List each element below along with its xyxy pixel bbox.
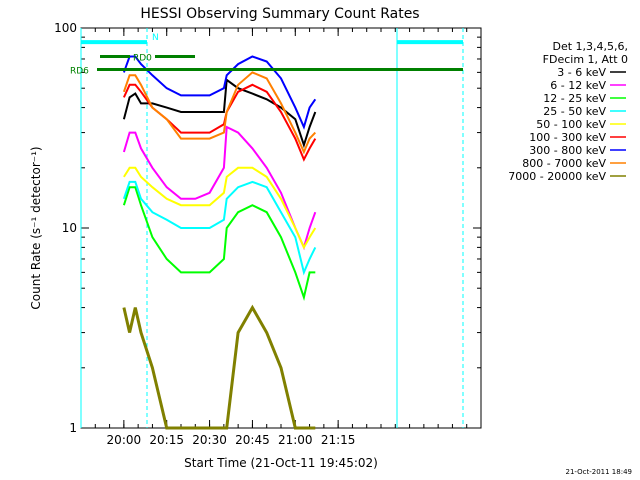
night-label: N	[152, 33, 159, 43]
series-line	[122, 186, 316, 302]
series-line	[122, 304, 316, 430]
x-tick-label: 20:15	[149, 433, 184, 447]
timestamp-label: 21-Oct-2011 18:49	[565, 468, 632, 476]
x-axis-label: Start Time (21-Oct-11 19:45:02)	[184, 456, 378, 470]
series-line	[122, 55, 317, 130]
legend-label: 800 - 7000 keV	[522, 157, 606, 170]
legend-header: Det 1,3,4,5,6,	[552, 40, 628, 53]
legend-label: 50 - 100 keV	[536, 118, 606, 131]
x-tick-label: 20:45	[235, 433, 270, 447]
x-tick-label: 21:15	[321, 433, 356, 447]
y-tick-label: 100	[54, 21, 77, 35]
x-tick-label: 21:00	[278, 433, 313, 447]
y-tick-label: 1	[69, 421, 77, 435]
rd0-label: RD0	[133, 54, 152, 64]
legend-label: 300 - 800 keV	[529, 144, 606, 157]
x-tick-label: 20:00	[107, 433, 142, 447]
legend-header: FDecim 1, Att 0	[543, 53, 628, 66]
legend-label: 25 - 50 keV	[543, 105, 606, 118]
series-line	[122, 78, 317, 149]
series-line	[122, 71, 317, 155]
x-tick-label: 20:30	[192, 433, 227, 447]
chart-title: HESSI Observing Summary Count Rates	[140, 6, 419, 22]
legend-label: 3 - 6 keV	[557, 66, 606, 79]
plot-content: 20:00 20:15 20:30 20:45 21:00 21:15 1 10 100 RD0 R…	[54, 21, 481, 447]
series-line	[122, 83, 317, 162]
y-tick-label: 10	[62, 221, 77, 235]
y-axis-label: Count Rate (s⁻¹ detector⁻¹)	[29, 146, 43, 309]
legend: Det 1,3,4,5,6,FDecim 1, Att 03 - 6 keV6 …	[508, 40, 628, 183]
series-line	[123, 166, 317, 250]
rd6-label: RD6	[70, 67, 89, 77]
legend-label: 7000 - 20000 keV	[508, 170, 606, 183]
legend-label: 100 - 300 keV	[529, 131, 606, 144]
legend-label: 12 - 25 keV	[543, 92, 606, 105]
legend-label: 6 - 12 keV	[550, 79, 606, 92]
series-line	[122, 180, 317, 276]
